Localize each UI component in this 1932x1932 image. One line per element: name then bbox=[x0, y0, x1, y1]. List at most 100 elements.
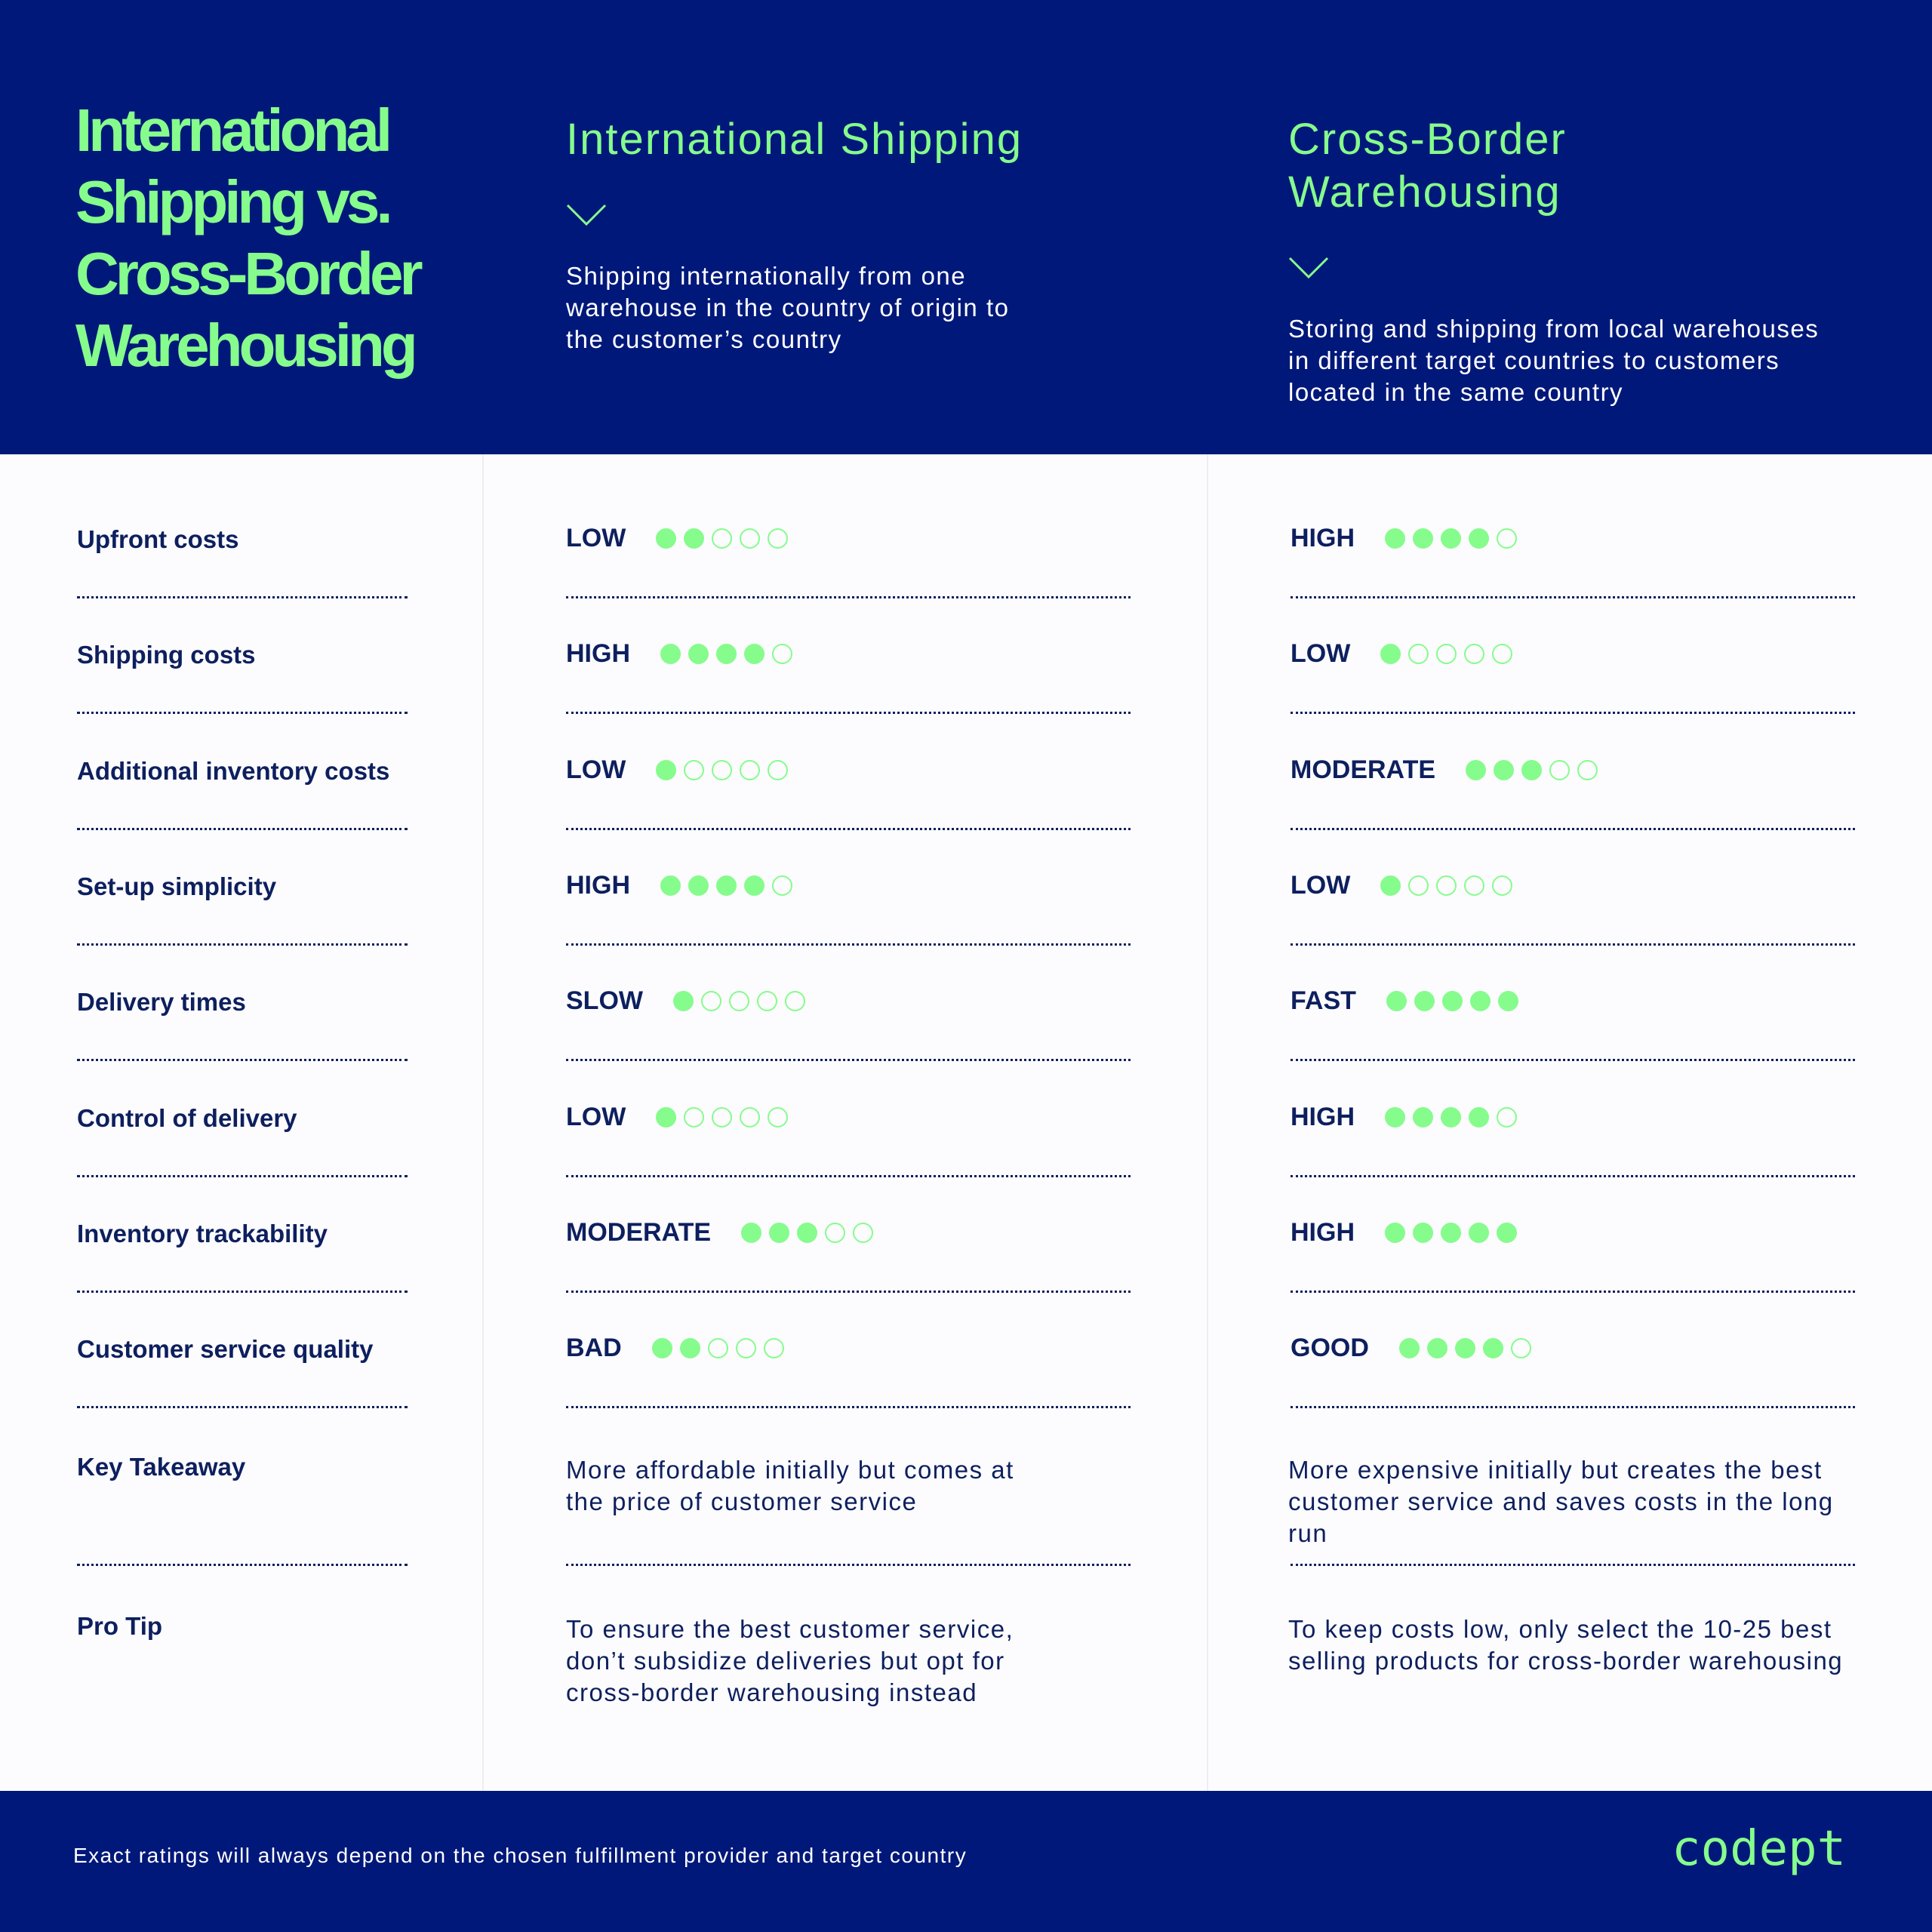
rating-dots bbox=[1466, 759, 1605, 780]
rating-dots bbox=[660, 875, 800, 896]
rating-level: MODERATE bbox=[566, 1217, 712, 1247]
row-divider bbox=[1291, 712, 1855, 715]
rating-dot bbox=[1441, 1222, 1461, 1243]
rating-dot bbox=[1469, 1106, 1489, 1128]
rating-dot bbox=[1385, 1106, 1405, 1128]
rating-dot bbox=[1408, 875, 1429, 896]
rating-dots bbox=[1385, 528, 1524, 549]
column-divider bbox=[1207, 454, 1208, 1791]
rating-dot bbox=[853, 1222, 874, 1243]
row-label: Shipping costs bbox=[77, 641, 256, 669]
rating-dots bbox=[672, 991, 813, 1012]
row-divider bbox=[77, 1564, 408, 1566]
row-divider bbox=[566, 712, 1131, 715]
rating: LOW bbox=[1291, 871, 1520, 900]
rating-dot bbox=[651, 1338, 672, 1359]
row-divider bbox=[566, 943, 1131, 946]
rating-dot bbox=[1492, 875, 1513, 896]
column-description: Storing and shipping from local warehous… bbox=[1288, 315, 1820, 406]
rating: SLOW bbox=[566, 986, 813, 1016]
rating-dot bbox=[1577, 759, 1598, 780]
chevron-down-icon bbox=[1288, 257, 1329, 279]
rating-dot bbox=[740, 759, 761, 780]
rating-dot bbox=[656, 528, 677, 549]
row-label: Delivery times bbox=[77, 988, 246, 1017]
row-label: Additional inventory costs bbox=[77, 756, 390, 785]
rating-dot bbox=[769, 1222, 790, 1243]
rating-dot bbox=[772, 875, 792, 896]
key-takeaway-label: Key Takeaway bbox=[77, 1453, 246, 1481]
row-divider bbox=[77, 596, 408, 598]
rating-dot bbox=[744, 875, 764, 896]
rating-dots bbox=[1380, 644, 1520, 665]
rating-dot bbox=[679, 1338, 700, 1359]
rating-dots bbox=[1385, 1222, 1524, 1243]
row-divider bbox=[77, 1406, 408, 1409]
footer-note: Exact ratings will always depend on the … bbox=[73, 1844, 968, 1867]
row-divider bbox=[1291, 596, 1855, 598]
row-divider bbox=[1291, 1059, 1855, 1062]
rating-dot bbox=[656, 1106, 677, 1128]
rating-dots bbox=[741, 1222, 881, 1243]
rating-dot bbox=[1510, 1338, 1531, 1359]
rating: LOW bbox=[566, 755, 795, 785]
key-takeaway-international: More affordable initially but comes at t… bbox=[566, 1456, 1014, 1515]
rating-dot bbox=[1497, 1222, 1517, 1243]
rating-dot bbox=[1413, 1106, 1433, 1128]
rating-dot bbox=[1469, 991, 1491, 1012]
rating-dot bbox=[684, 759, 705, 780]
rating-dot bbox=[1380, 644, 1401, 665]
rating-dot bbox=[763, 1338, 784, 1359]
rating-dot bbox=[772, 644, 792, 665]
rating: FAST bbox=[1291, 986, 1526, 1016]
rating-dot bbox=[1464, 875, 1485, 896]
codept-logo: codept bbox=[1672, 1821, 1847, 1877]
rating: HIGH bbox=[1291, 524, 1524, 553]
rating-dot bbox=[1408, 644, 1429, 665]
rating-dot bbox=[1464, 644, 1485, 665]
rating-dot bbox=[1426, 1338, 1447, 1359]
column-description: Shipping internationally from one wareho… bbox=[566, 262, 1010, 353]
rating-dot bbox=[797, 1222, 818, 1243]
column-divider bbox=[482, 454, 484, 1791]
rating-level: FAST bbox=[1291, 986, 1356, 1016]
row-divider bbox=[566, 1290, 1131, 1293]
row-divider bbox=[77, 712, 408, 715]
rating-dot bbox=[740, 528, 761, 549]
rating-dot bbox=[1497, 1106, 1517, 1128]
row-divider bbox=[566, 1174, 1131, 1177]
rating-dot bbox=[1413, 1222, 1433, 1243]
row-divider bbox=[1291, 1174, 1855, 1177]
rating-level: HIGH bbox=[566, 639, 630, 669]
rating-dot bbox=[672, 991, 694, 1012]
row-divider bbox=[566, 1406, 1131, 1409]
rating-dot bbox=[1436, 875, 1457, 896]
rating-dot bbox=[1497, 991, 1518, 1012]
rating-dots bbox=[656, 759, 795, 780]
row-divider bbox=[77, 943, 408, 946]
rating-dots bbox=[1398, 1338, 1539, 1359]
rating-dot bbox=[1469, 528, 1489, 549]
row-divider bbox=[566, 596, 1131, 598]
footer: Exact ratings will always depend on the … bbox=[0, 1791, 1932, 1932]
rating-dot bbox=[1436, 644, 1457, 665]
pro-tip-label: Pro Tip bbox=[77, 1612, 163, 1640]
rating-dot bbox=[728, 991, 749, 1012]
rating-level: HIGH bbox=[1291, 1217, 1355, 1247]
row-divider bbox=[1291, 1564, 1855, 1566]
rating-dot bbox=[660, 644, 681, 665]
header: International Shipping vs. Cross-Border … bbox=[0, 0, 1932, 454]
column-header-international-shipping: International Shipping Shipping internat… bbox=[566, 113, 1109, 355]
rating-level: MODERATE bbox=[1291, 755, 1436, 784]
rating: LOW bbox=[566, 524, 795, 553]
rating-dot bbox=[1413, 528, 1433, 549]
rating: MODERATE bbox=[1291, 755, 1605, 785]
rating-level: LOW bbox=[566, 1102, 626, 1131]
rating-dot bbox=[660, 875, 681, 896]
rating-dot bbox=[784, 991, 805, 1012]
rating-dots bbox=[656, 1106, 795, 1128]
chevron-down-icon bbox=[566, 204, 607, 226]
row-label: Control of delivery bbox=[77, 1103, 297, 1132]
rating-dot bbox=[688, 875, 709, 896]
rating-dot bbox=[1497, 528, 1517, 549]
